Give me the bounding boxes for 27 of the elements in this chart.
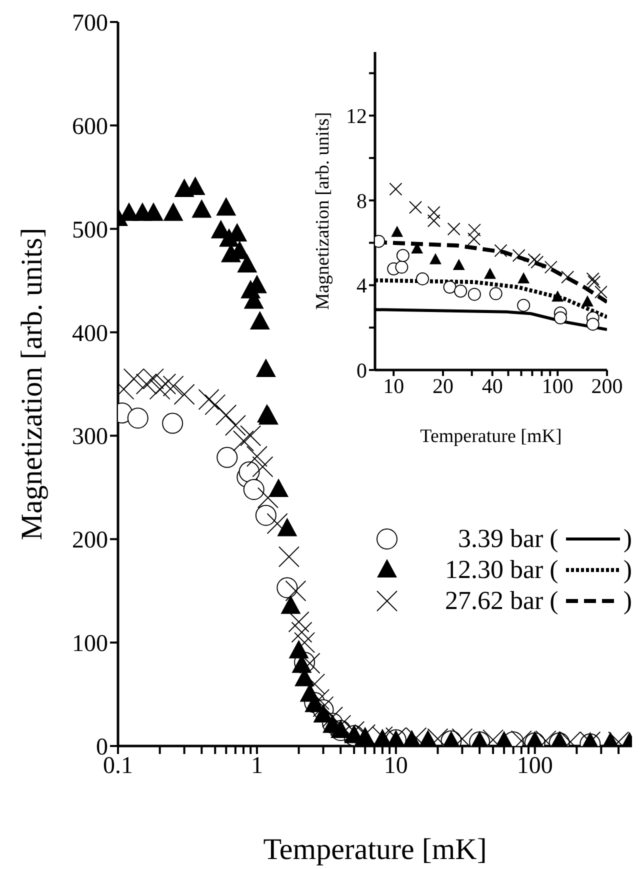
x-tick-label: 100	[542, 374, 574, 398]
x-tick-label: 200	[591, 374, 623, 398]
x-tick-label: 40	[482, 374, 503, 398]
y-tick-label: 12	[346, 104, 367, 128]
y-tick-label: 300	[72, 424, 108, 450]
legend-label: 27.62 bar ( )	[444, 585, 632, 616]
y-tick-label: 200	[72, 528, 108, 554]
y-tick-label: 0	[356, 358, 367, 382]
legend-label: 12.30 bar ( )	[444, 554, 632, 585]
y-tick-label: 400	[72, 320, 108, 347]
y-tick-label: 700	[72, 10, 108, 37]
x-tick-label: 0.1	[103, 753, 133, 780]
y-axis-title: Magnetization [arb. units]	[16, 228, 48, 540]
legend-label: 3.39 bar ( )	[456, 523, 632, 554]
x-tick-label: 1	[250, 753, 263, 780]
x-axis-title: Temperature [mK]	[263, 833, 487, 866]
y-tick-label: 500	[72, 217, 108, 244]
x-tick-label: 20	[432, 374, 454, 398]
y-tick-label: 100	[72, 631, 108, 658]
y-axis-title: Magnetization [arb. units]	[312, 112, 334, 310]
x-axis-title: Temperature [mK]	[420, 426, 562, 447]
y-tick-label: 600	[72, 114, 108, 140]
x-tick-label: 10	[384, 753, 408, 780]
x-tick-label: 10	[383, 374, 404, 398]
x-tick-label: 100	[516, 753, 553, 780]
y-tick-label: 4	[356, 274, 368, 298]
y-tick-label: 8	[356, 188, 367, 213]
